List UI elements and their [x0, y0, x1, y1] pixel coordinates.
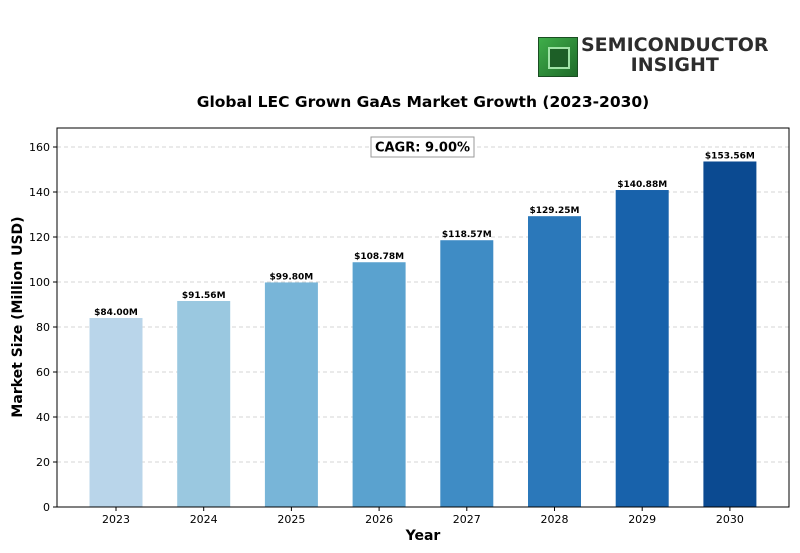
bar [352, 262, 406, 507]
x-tick-label: 2027 [453, 513, 481, 526]
x-tick-label: 2023 [102, 513, 130, 526]
bar [264, 282, 318, 507]
bar-value-label: $84.00M [94, 308, 138, 318]
y-axis-label: Market Size (Million USD) [10, 216, 26, 417]
bar-value-label: $108.78M [354, 252, 404, 262]
gridlines [57, 146, 789, 463]
cagr-text: CAGR: 9.00% [375, 141, 470, 156]
bar-value-label: $91.56M [182, 291, 226, 301]
y-tick-label: 40 [36, 411, 50, 424]
y-tick-label: 80 [36, 321, 50, 334]
y-tick-label: 120 [29, 231, 50, 244]
semiconductor-insight-logo: SEMICONDUCTOR INSIGHT [538, 35, 769, 77]
y-axis: 0 20 40 60 80 100 120 140 160 [29, 141, 57, 514]
x-tick-label: 2028 [541, 513, 569, 526]
x-tick-label: 2024 [190, 513, 218, 526]
bar-value-label: $118.57M [442, 230, 492, 240]
logo-line-1: SEMICONDUCTOR [581, 34, 769, 56]
y-tick-label: 100 [29, 276, 50, 289]
cagr-box [370, 136, 475, 158]
x-tick-label: 2026 [365, 513, 393, 526]
plot-frame [56, 127, 790, 508]
bar [615, 190, 669, 507]
logo-text: SEMICONDUCTOR INSIGHT [581, 35, 769, 75]
chart-title: Global LEC Grown GaAs Market Growth (202… [196, 93, 650, 111]
y-tick-label: 140 [29, 186, 50, 199]
x-tick-label: 2029 [628, 513, 656, 526]
x-axis-label: Year [405, 528, 441, 544]
y-tick-label: 60 [36, 366, 50, 379]
logo-line-2: INSIGHT [630, 54, 719, 76]
bar-value-label: $129.25M [530, 206, 580, 216]
bar-value-label: $99.80M [270, 272, 314, 282]
cagr-annotation: CAGR: 9.00% [370, 136, 475, 158]
bar [89, 318, 143, 507]
x-tick-label: 2030 [716, 513, 744, 526]
bar [440, 240, 494, 507]
chip-icon [538, 37, 578, 77]
y-tick-label: 160 [29, 141, 50, 154]
x-axis: 2023 2024 2025 2026 2027 2028 2029 2030 [102, 507, 744, 526]
y-tick-label: 20 [36, 456, 50, 469]
bar [528, 216, 581, 507]
x-tick-label: 2025 [277, 513, 305, 526]
bars: $84.00M $91.56M $99.80M $108.78M $118.57M $12… [89, 151, 757, 508]
bar-value-label: $153.56M [705, 151, 755, 161]
y-tick-label: 0 [43, 501, 50, 514]
bar-value-label: $140.88M [617, 180, 667, 190]
bar [177, 300, 231, 507]
bar [703, 161, 757, 508]
